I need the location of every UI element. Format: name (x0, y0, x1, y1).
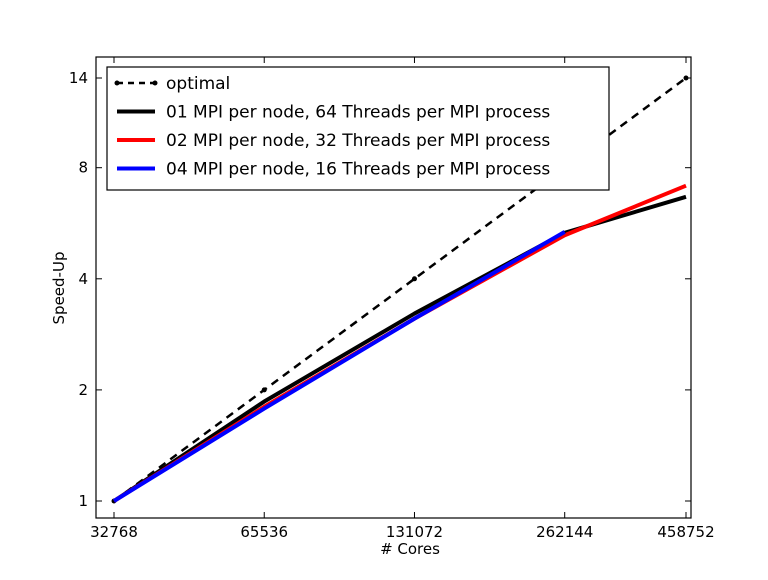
x-axis-label: # Cores (380, 540, 440, 558)
optimal-point (411, 276, 417, 282)
series-line-3 (112, 230, 566, 503)
legend-marker (114, 80, 120, 86)
x-tick-label: 65536 (240, 523, 288, 541)
y-tick-label: 14 (69, 69, 88, 87)
y-tick-label: 4 (78, 270, 88, 288)
optimal-point (261, 387, 267, 393)
plot-frame (95, 56, 692, 519)
x-tick-label: 32768 (90, 523, 138, 541)
legend-label-2: 02 MPI per node, 32 Threads per MPI proc… (166, 131, 550, 151)
series-line-1 (112, 194, 687, 503)
legend: optimal 01 MPI per node, 64 Threads per M… (106, 66, 610, 191)
legend-label-3: 04 MPI per node, 16 Threads per MPI proc… (166, 160, 550, 180)
legend-box (106, 66, 610, 191)
x-tick-label: 131072 (386, 523, 443, 541)
legend-marker (152, 80, 158, 86)
x-tick-label: 458752 (657, 523, 714, 541)
series-line-2 (112, 183, 687, 503)
legend-label-1: 01 MPI per node, 64 Threads per MPI proc… (166, 103, 550, 123)
y-tick-label: 1 (78, 492, 88, 510)
legend-label-0: optimal (166, 74, 230, 94)
y-tick-label: 2 (78, 381, 88, 399)
y-tick-label: 8 (78, 159, 88, 177)
y-axis-label: Speed-Up (50, 252, 68, 325)
x-tick-label: 262144 (536, 523, 593, 541)
